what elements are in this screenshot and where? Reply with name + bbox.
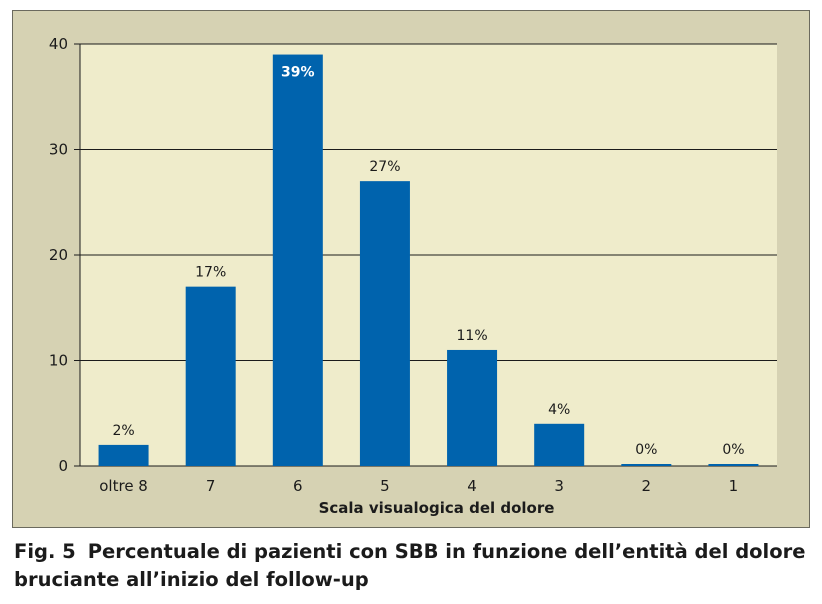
bar-5 — [534, 423, 585, 466]
y-tick-label-1: 10 — [49, 352, 68, 370]
bar-2 — [272, 54, 323, 467]
bar-4 — [447, 349, 498, 466]
bar-1 — [185, 286, 236, 466]
data-label-4: 11% — [457, 328, 488, 344]
bar-3 — [359, 181, 410, 466]
x-tick-label-4: 4 — [467, 477, 477, 495]
y-tick-label-4: 40 — [49, 35, 68, 53]
x-tick-label-3: 5 — [380, 477, 390, 495]
data-label-6: 0% — [635, 442, 657, 458]
y-tick-label-3: 30 — [49, 141, 68, 159]
x-tick-label-7: 1 — [729, 477, 739, 495]
x-tick-label-6: 2 — [642, 477, 652, 495]
x-tick-label-0: oltre 8 — [99, 477, 148, 495]
data-label-1: 17% — [195, 265, 226, 281]
caption-text: Percentuale di pazienti con SBB in funzi… — [14, 540, 806, 591]
y-tick-label-0: 0 — [58, 457, 68, 475]
bar-7 — [708, 464, 759, 466]
x-tick-label-5: 3 — [554, 477, 564, 495]
bar-0 — [98, 444, 149, 466]
data-label-3: 27% — [369, 159, 400, 175]
data-label-5: 4% — [548, 402, 570, 418]
x-axis-title: Scala visualogica del dolore — [319, 499, 555, 517]
data-label-2: 39% — [281, 65, 315, 81]
data-label-0: 2% — [112, 423, 134, 439]
data-label-7: 0% — [722, 442, 744, 458]
caption-label: Fig. 5 — [14, 540, 76, 563]
bar-6 — [621, 464, 672, 466]
y-tick-label-2: 20 — [49, 246, 68, 264]
x-tick-label-1: 7 — [206, 477, 216, 495]
x-tick-label-2: 6 — [293, 477, 303, 495]
figure-caption: Fig. 5 Percentuale di pazienti con SBB in… — [14, 538, 814, 594]
